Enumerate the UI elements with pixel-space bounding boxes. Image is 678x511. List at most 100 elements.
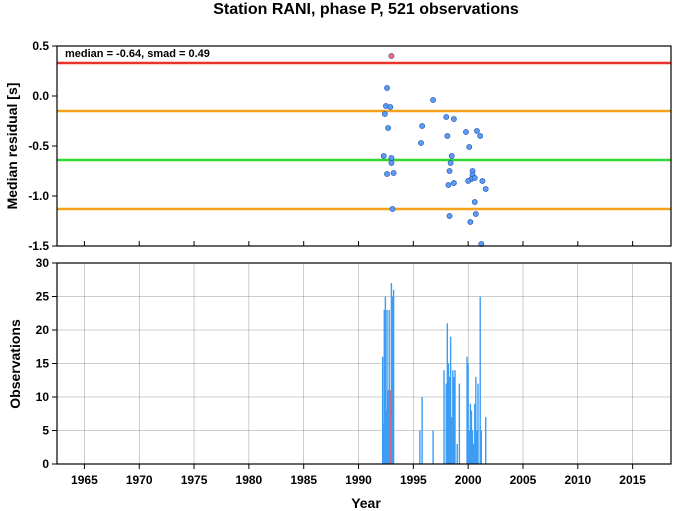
residual-panel: 0.5 0.0 -0.5 -1.0 -1.5 median = -0.64, smad … <box>4 39 672 253</box>
residual-point-34 <box>482 186 489 192</box>
year-tick-label-2: 1975 <box>181 473 208 487</box>
year-tick-label-10: 2015 <box>619 473 646 487</box>
residual-point-21 <box>451 180 457 186</box>
observation-bar-10 <box>391 296 394 464</box>
observation-bar-12 <box>419 430 421 464</box>
residual-point-32 <box>477 133 484 139</box>
observations-x-ticks: 1965 1970 1975 1980 1985 1990 1995 2000 2005 2010… <box>71 464 646 487</box>
residual-point-4 <box>385 125 392 131</box>
residual-point-23 <box>446 213 453 219</box>
observation-bar-29 <box>468 430 470 464</box>
observation-bar-0 <box>381 356 384 464</box>
observation-bar-18 <box>447 363 450 464</box>
observation-bar-30 <box>469 403 472 464</box>
observations-y-tick-label-2: 10 <box>36 390 50 404</box>
residual-point-13 <box>418 140 424 146</box>
observation-bar-14 <box>432 430 434 464</box>
residual-panel-frame <box>56 45 672 247</box>
year-tick-label-1: 1970 <box>126 473 153 487</box>
year-tick-label-7: 2000 <box>455 473 482 487</box>
observation-bar-31 <box>470 410 473 464</box>
residual-point-0 <box>388 53 395 59</box>
residual-point-14 <box>430 97 436 103</box>
residual-x-ticks <box>83 241 634 246</box>
residual-point-1 <box>384 85 390 91</box>
observation-bar-34 <box>474 403 476 464</box>
observation-bar-3 <box>384 296 387 464</box>
residual-y-ticks: 0.5 0.0 -0.5 -1.0 -1.5 <box>28 39 57 253</box>
stat-box <box>63 47 263 60</box>
observation-bar-9 <box>390 283 393 464</box>
observation-bar-35 <box>475 376 477 464</box>
residual-point-5 <box>387 104 394 110</box>
year-tick-label-6: 1995 <box>400 473 427 487</box>
residual-point-17 <box>451 116 457 122</box>
observation-bar-19 <box>448 376 451 464</box>
observation-bar-4 <box>385 410 387 464</box>
year-tick-label-5: 1990 <box>345 473 372 487</box>
observation-bars <box>381 283 487 464</box>
observation-bar-28 <box>467 363 469 464</box>
residual-point-6 <box>380 153 387 159</box>
observation-bar-25 <box>456 443 458 464</box>
reference-lines <box>57 61 671 211</box>
residual-point-9 <box>390 170 397 176</box>
residual-point-22 <box>445 182 452 188</box>
residual-y-tick-label-4: -1.5 <box>28 239 49 253</box>
residual-point-33 <box>479 178 486 184</box>
residual-point-3 <box>381 111 388 117</box>
observation-bar-33 <box>472 443 475 464</box>
residual-point-31 <box>474 128 480 134</box>
observation-bar-8 <box>389 390 392 464</box>
observation-bar-15 <box>443 370 445 464</box>
year-x-label: Year <box>351 495 381 511</box>
residual-points <box>380 53 489 247</box>
observation-bar-27 <box>466 356 468 464</box>
observations-y-tick-label-1: 5 <box>42 424 49 438</box>
residual-point-8 <box>388 160 395 166</box>
observations-y-ticks: 0 5 10 15 20 25 30 <box>36 256 57 471</box>
observations-y-tick-label-4: 20 <box>36 323 50 337</box>
observation-bar-7 <box>388 309 390 464</box>
observation-bar-6 <box>387 390 389 464</box>
observation-bar-38 <box>479 296 481 464</box>
observations-y-tick-label-5: 25 <box>36 290 50 304</box>
observations-y-tick-label-0: 0 <box>42 457 49 471</box>
residual-point-25 <box>466 144 473 150</box>
residual-y-tick-label-1: 0.0 <box>32 89 49 103</box>
residual-point-30 <box>465 178 472 184</box>
residual-point-11 <box>389 206 396 212</box>
chart-title: Station RANI, phase P, 521 observations <box>213 1 519 18</box>
observation-bar-11 <box>392 289 395 464</box>
observation-bar-22 <box>452 370 454 464</box>
residual-point-15 <box>443 114 450 120</box>
residual-point-10 <box>384 171 390 177</box>
observation-bar-36 <box>476 430 478 464</box>
year-tick-label-9: 2010 <box>564 473 591 487</box>
residual-point-36 <box>472 211 479 217</box>
observations-grid <box>57 262 671 465</box>
year-tick-label-4: 1985 <box>290 473 317 487</box>
median-smad-annotation: median = -0.64, smad = 0.49 <box>65 48 210 60</box>
observation-bar-20 <box>449 336 452 464</box>
observation-bar-23 <box>453 376 455 464</box>
year-tick-label-3: 1980 <box>236 473 263 487</box>
observation-bar-40 <box>485 417 487 464</box>
residual-point-35 <box>471 199 478 205</box>
residual-y-tick-label-2: -0.5 <box>28 139 49 153</box>
observations-y-label: Observations <box>7 319 23 409</box>
observation-bar-13 <box>421 397 423 464</box>
observations-y-tick-label-6: 30 <box>36 256 50 270</box>
observation-bar-24 <box>454 370 456 464</box>
residual-point-19 <box>447 160 454 166</box>
observation-bar-37 <box>477 383 479 464</box>
observations-y-tick-label-3: 15 <box>36 357 50 371</box>
residual-point-18 <box>448 153 455 159</box>
observation-bar-17 <box>446 323 449 464</box>
observation-bar-26 <box>458 383 461 464</box>
observations-panel: 0 5 10 15 20 25 30 1965 1970 1975 1980 1985 1990 199… <box>7 256 672 511</box>
residual-y-tick-label-3: -1.0 <box>28 189 49 203</box>
observation-bar-2 <box>383 309 385 464</box>
year-tick-label-8: 2005 <box>510 473 537 487</box>
